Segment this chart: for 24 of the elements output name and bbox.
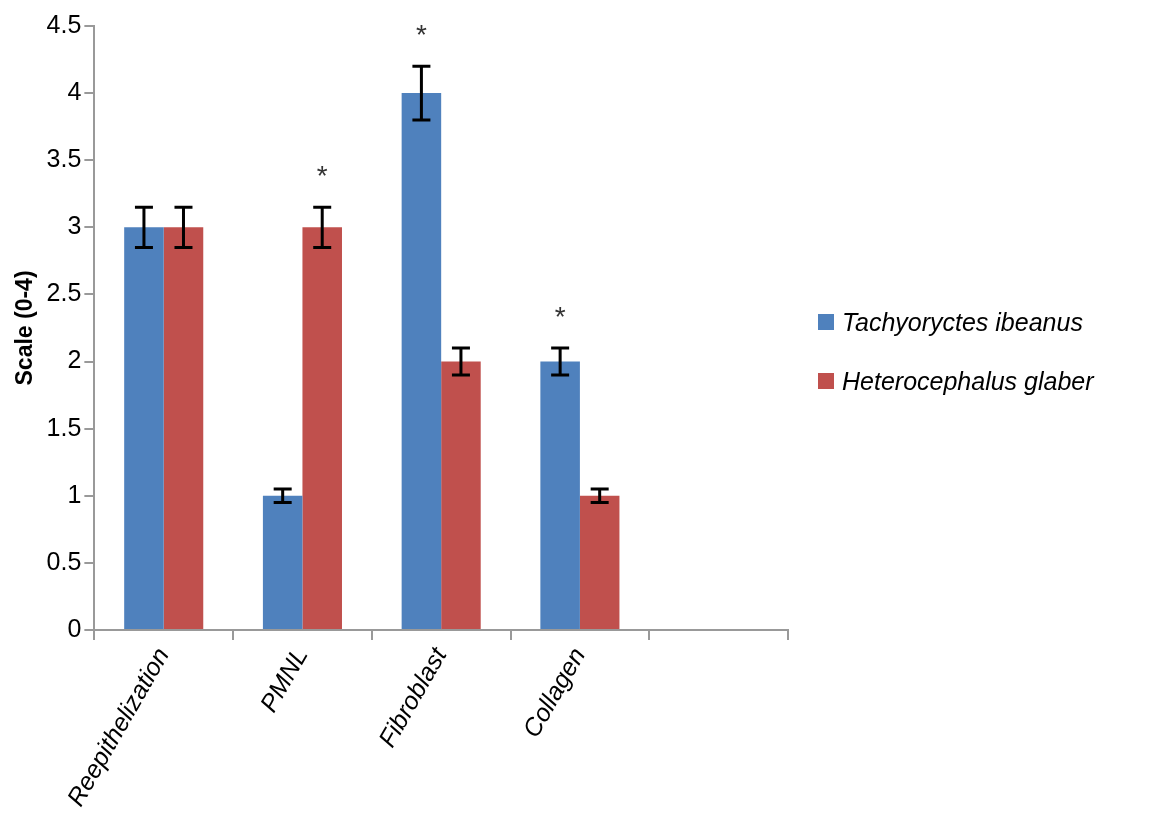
bar: [441, 361, 481, 629]
y-tick-label: 4: [67, 77, 82, 105]
annotation: *: [554, 300, 566, 332]
bar: [579, 495, 620, 629]
y-tick-label: 2: [67, 345, 82, 374]
annotation: *: [415, 18, 427, 50]
y-tick-label: 3.5: [46, 144, 82, 173]
bar: [262, 495, 303, 629]
bar: [163, 227, 204, 629]
bar: [302, 227, 342, 629]
legend-label: Heterocephalus glaber: [842, 366, 1094, 396]
y-tick-label: 4.5: [46, 9, 82, 38]
bar: [124, 227, 164, 629]
y-tick-label: 1: [67, 479, 82, 508]
bar: [401, 93, 442, 629]
y-axis-title: Scale (0-4): [11, 270, 38, 386]
y-tick-label: 1.5: [46, 412, 82, 441]
y-tick-label: 3: [67, 211, 82, 240]
y-tick-label: 0: [67, 613, 82, 642]
bar: [540, 361, 580, 629]
legend-label: Tachyoryctes ibeanus: [842, 307, 1083, 337]
annotation: *: [316, 159, 328, 191]
y-tick-label: 2.5: [46, 278, 82, 307]
y-tick-label: 0.5: [46, 546, 82, 575]
